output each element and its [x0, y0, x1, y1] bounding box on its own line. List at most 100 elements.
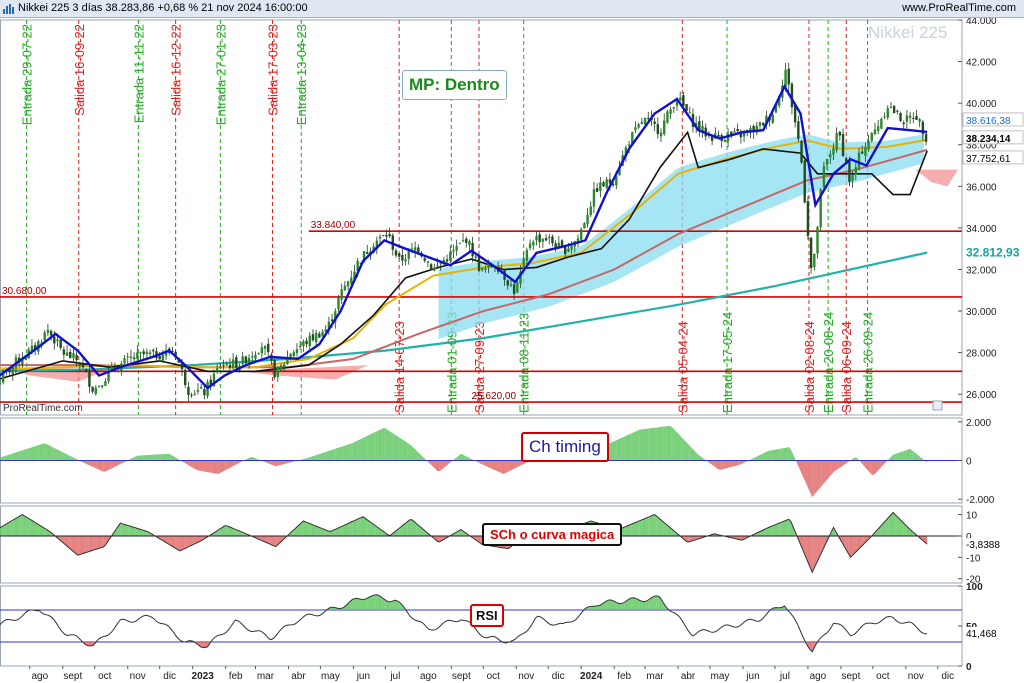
rsi-overbought-area [614, 601, 617, 610]
sch-area-segment [120, 523, 123, 536]
signal-label-buy: Entrada 20-08-24 [821, 312, 836, 413]
candle-body [40, 342, 43, 344]
sch-area-segment [62, 535, 65, 545]
sch-area-segment [309, 523, 312, 536]
sch-area-segment [765, 527, 768, 536]
candle-body [81, 364, 85, 368]
candle-body [532, 241, 535, 246]
ch-timing-area-segment [320, 453, 323, 461]
candle-body [215, 368, 219, 372]
candle-body [554, 243, 557, 249]
ch-timing-area-segment [650, 427, 653, 461]
ch-timing-area-segment [62, 452, 65, 461]
sch-area-segment [137, 528, 140, 536]
sch-area-segment [856, 535, 860, 551]
sch-area-segment [239, 531, 242, 536]
sch-area-segment [101, 535, 104, 548]
candle-body [873, 129, 877, 135]
candle-body [327, 321, 331, 330]
x-axis-label: feb [617, 671, 631, 682]
sch-area-segment [224, 525, 227, 536]
candle-body [551, 236, 554, 244]
candle-body [618, 167, 621, 176]
sch-area-segment [88, 535, 91, 552]
ch-timing-area-segment [618, 438, 621, 461]
rsi-overbought-area [626, 599, 630, 610]
candle-body [187, 386, 190, 395]
ch-timing-area-segment [739, 460, 742, 465]
candle-body [777, 96, 781, 106]
candle-body [445, 259, 449, 262]
candle-body [417, 247, 420, 253]
x-axis-label: ago [31, 671, 48, 682]
ch-timing-area-segment [835, 460, 838, 471]
rsi-line [0, 594, 928, 653]
price-y-tick-label: 28.000 [966, 349, 997, 360]
x-axis-label: ago [810, 671, 827, 682]
ch-timing-area-segment [799, 460, 802, 474]
sch-area-segment [182, 535, 185, 550]
sch-area-segment [854, 535, 857, 554]
ch-timing-area-segment [135, 455, 138, 461]
ch-timing-area-segment [67, 454, 70, 461]
ch-timing-area-segment [184, 460, 187, 464]
rsi-overbought-area [652, 596, 655, 610]
sch-area-segment [13, 518, 16, 536]
ch-timing-area-segment [667, 425, 670, 461]
sch-area-segment [1, 525, 4, 536]
rsi-overbought-area [658, 596, 662, 610]
sch-area-segment [28, 518, 31, 536]
ch-timing-area-segment [814, 460, 817, 495]
ch-timing-area-segment [699, 455, 702, 461]
ch-timing-area-segment [328, 450, 332, 461]
candle-body [212, 373, 216, 387]
sch-area-segment [37, 523, 40, 536]
sch-area-segment [316, 526, 319, 536]
source-label: ProRealTime.com [3, 403, 83, 414]
sch-area-segment [3, 524, 6, 536]
ch-timing-area-segment [426, 460, 429, 463]
ch-timing-area-segment [309, 456, 312, 461]
x-axis-label: sept [63, 671, 82, 682]
ch-timing-area-segment [443, 460, 447, 468]
ch-timing-area-segment [690, 446, 693, 461]
ch-timing-area-segment [754, 456, 757, 461]
candle-body [33, 345, 37, 350]
ch-timing-area-segment [92, 460, 95, 468]
candle-body [589, 206, 592, 215]
rsi-overbought-area [354, 598, 357, 610]
rsi-oversold-area [88, 642, 91, 646]
candle-body [433, 267, 436, 271]
candle-body [557, 242, 561, 248]
ch-timing-area-segment [737, 460, 740, 466]
ch-timing-area-segment [482, 460, 485, 466]
rsi-overbought-area [637, 599, 640, 610]
candle-body [739, 131, 743, 138]
sch-area-segment [173, 535, 176, 549]
sch-area-segment [345, 523, 349, 536]
sch-area-segment [803, 535, 806, 558]
sch-area-segment [64, 535, 68, 547]
signal-label-sell: Salida 27-09-23 [472, 321, 487, 413]
candle-body [136, 352, 139, 359]
ch-timing-area-segment [920, 457, 923, 461]
candle-body [184, 369, 187, 386]
ch-timing-area-segment [784, 447, 787, 461]
candle-body [854, 167, 858, 175]
sch-area-segment [635, 521, 638, 536]
ch-timing-area-segment [671, 426, 674, 461]
sch-area-segment [262, 535, 266, 542]
rsi-overbought-area [775, 607, 779, 610]
candle-body [174, 352, 177, 358]
ch-timing-area-segment [712, 460, 715, 467]
ch-timing-area-segment [878, 460, 881, 471]
ch-timing-area-segment [756, 455, 759, 461]
ch-timing-area-segment [767, 450, 770, 461]
candle-body [62, 349, 66, 355]
candle-body [152, 349, 155, 352]
candle-body [522, 258, 525, 271]
ch-timing-area-segment [431, 460, 434, 467]
candle-body [813, 253, 816, 268]
candle-body [251, 356, 254, 358]
ch-timing-area-segment [635, 430, 638, 461]
